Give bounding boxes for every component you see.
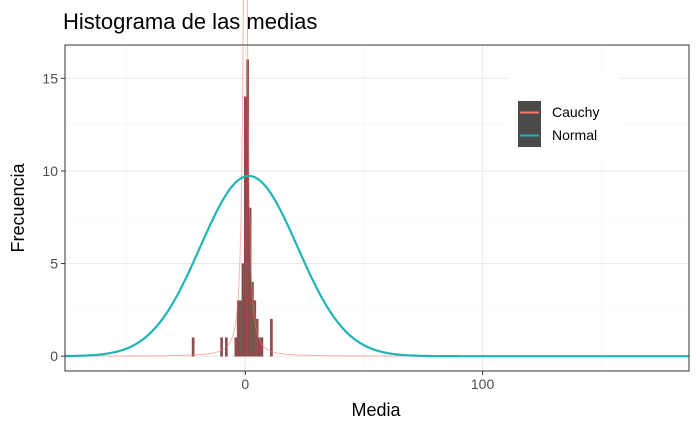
histogram-bar (239, 300, 242, 357)
y-tick-label: 0 (50, 348, 58, 364)
legend-label-normal: Normal (552, 127, 597, 143)
histogram-bar (191, 337, 195, 357)
histogram-bar (255, 318, 259, 357)
x-tick-label: 100 (471, 376, 495, 392)
y-tick-label: 5 (50, 256, 58, 272)
density-curve-normal (64, 174, 689, 358)
axis-ticks: 0 100 0 5 10 15 (42, 70, 494, 392)
y-tick-label: 15 (42, 70, 58, 86)
legend: Cauchy Normal (508, 76, 620, 156)
chart-title: Histograma de las medias (63, 9, 317, 34)
x-tick-label: 0 (241, 376, 249, 392)
y-axis-title: Frecuencia (8, 162, 28, 252)
y-tick-label: 10 (42, 163, 58, 179)
legend-item-cauchy: Cauchy (518, 101, 599, 124)
histogram-bar (234, 337, 238, 357)
panel-border (64, 44, 690, 372)
histogram-bar (220, 337, 223, 357)
legend-item-normal: Normal (518, 124, 597, 147)
density-curves (64, 0, 689, 358)
histogram-bar (260, 337, 264, 357)
density-curve-cauchy (65, 0, 689, 357)
histogram-bar (270, 318, 273, 357)
x-axis-title: Media (351, 400, 401, 420)
histogram-bar (241, 263, 245, 357)
histogram-bar (244, 96, 247, 357)
legend-label-cauchy: Cauchy (552, 104, 599, 120)
histogram-bars (191, 59, 273, 357)
